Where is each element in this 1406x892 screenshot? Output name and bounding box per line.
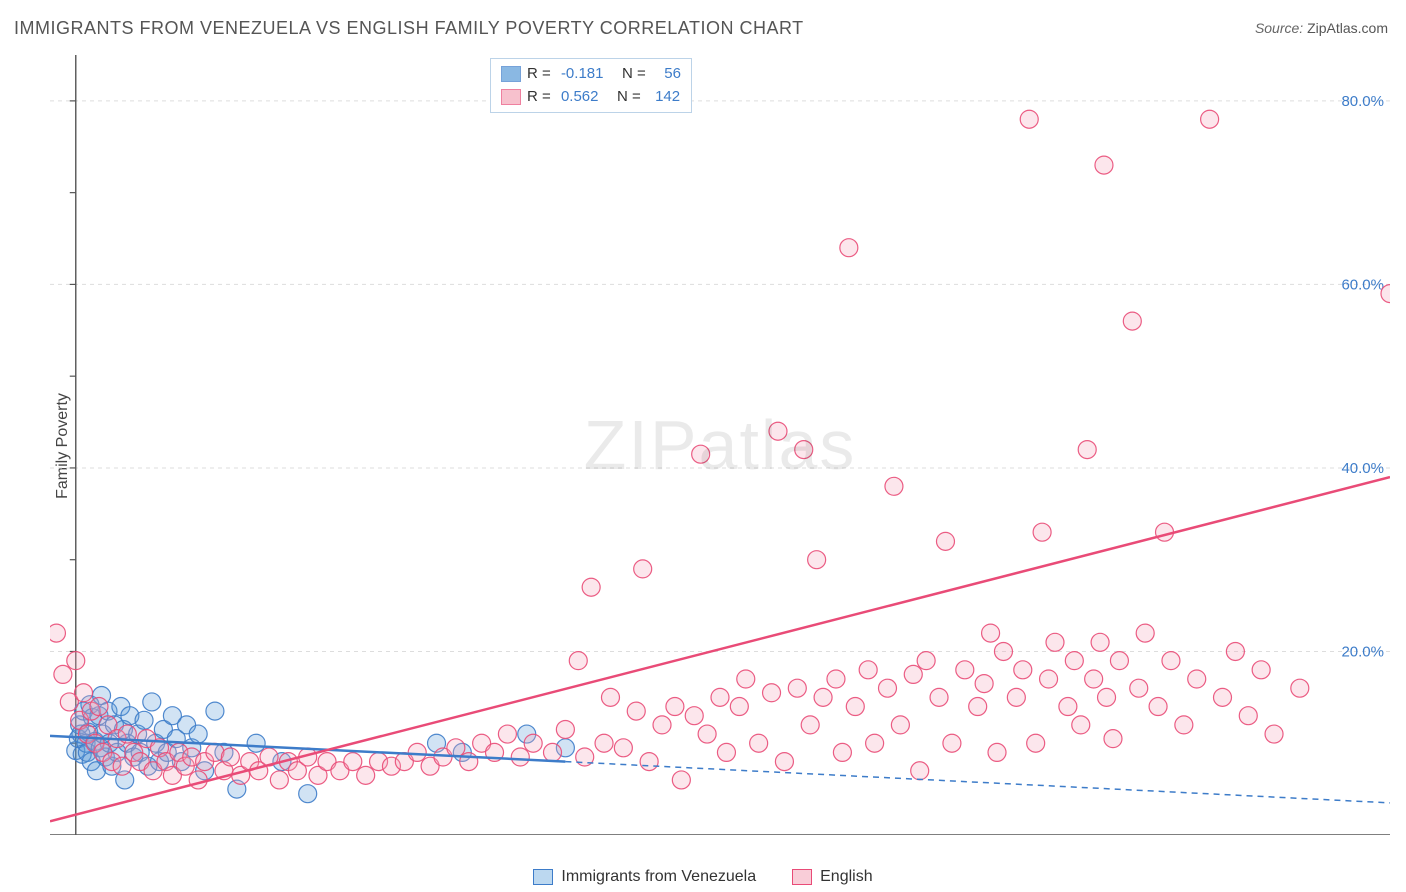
series-legend: Immigrants from Venezuela English (0, 868, 1406, 886)
legend-stat-row: R = -0.181 N = 56 (501, 63, 681, 86)
legend-item: Immigrants from Venezuela (533, 868, 756, 886)
legend-stat-row: R = 0.562 N = 142 (501, 86, 681, 109)
legend-item: English (792, 868, 872, 886)
correlation-legend: R = -0.181 N = 56R = 0.562 N = 142 (490, 58, 692, 113)
svg-text:60.0%: 60.0% (1341, 276, 1384, 293)
chart-container: IMMIGRANTS FROM VENEZUELA VS ENGLISH FAM… (0, 0, 1406, 892)
svg-text:20.0%: 20.0% (1341, 643, 1384, 660)
source-value: ZipAtlas.com (1307, 20, 1388, 36)
chart-title: IMMIGRANTS FROM VENEZUELA VS ENGLISH FAM… (14, 18, 804, 39)
svg-text:40.0%: 40.0% (1341, 460, 1384, 477)
source-attribution: Source: ZipAtlas.com (1255, 20, 1388, 36)
plot-area: 0.0%100.0%20.0%40.0%60.0%80.0% ZIPatlas … (50, 55, 1390, 835)
source-label: Source: (1255, 20, 1303, 36)
svg-text:80.0%: 80.0% (1341, 93, 1384, 110)
scatter-svg: 0.0%100.0%20.0%40.0%60.0%80.0% (50, 55, 1390, 835)
